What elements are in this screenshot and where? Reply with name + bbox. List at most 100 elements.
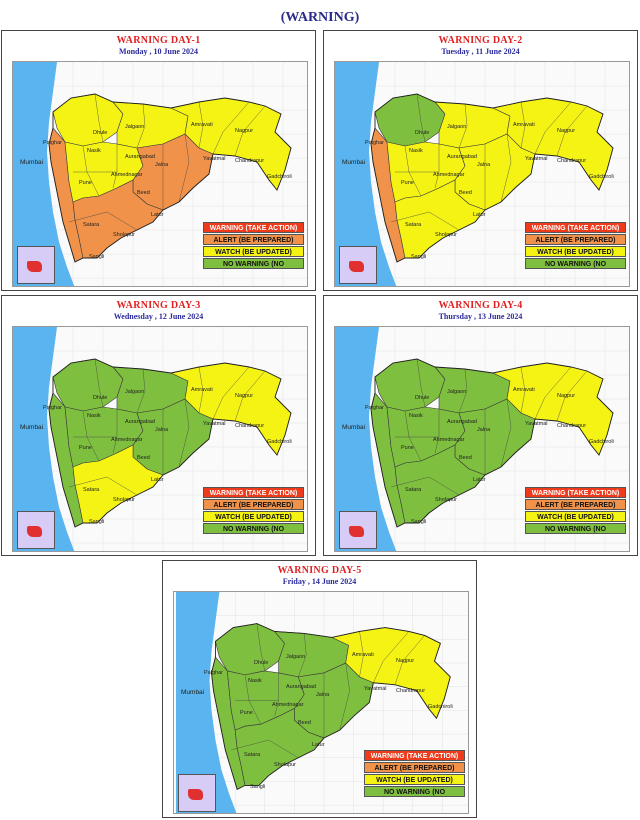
day-2-city-solapur: Sholapur [435, 232, 458, 238]
day-5-map: Mumbai Nasik Pune Ahmednagar Aurangabad … [173, 591, 469, 814]
day-2-city-yavatmal: Yavatmal [525, 156, 548, 162]
day-5-city-jalna: Jalna [316, 692, 330, 698]
day-5-city-amravati: Amravati [352, 652, 374, 658]
day-4-district-line-10 [458, 368, 468, 414]
day-4-city-palghar: Palghar [365, 405, 384, 411]
day-2-city-latur: Latur [473, 212, 486, 218]
day-5-district-line-5 [373, 631, 409, 683]
day-2-map-svg [335, 62, 629, 286]
day-5-inset-region [188, 789, 203, 800]
day-5-city-jalgaon: Jalgaon [286, 654, 306, 660]
day-4-city-gadchiroli: Gadchiroli [589, 439, 614, 445]
day-2-city-gadchiroli: Gadchiroli [589, 174, 614, 180]
day-2-inset-region [349, 261, 364, 272]
day-3-arabian-sea [13, 327, 75, 551]
day-4-city-sangli: Sangli [411, 519, 427, 525]
day-3-city-palghar: Palghar [43, 405, 62, 411]
day-4-inset-map [339, 511, 377, 549]
day-1-city-sangli: Sangli [89, 254, 105, 260]
day-1-city-satara: Satara [83, 222, 100, 228]
day-4-city-jalna: Jalna [477, 427, 491, 433]
day-1-city-jalgaon: Jalgaon [125, 124, 145, 130]
day-3-city-ahmednagar: Ahmednagar [111, 437, 143, 443]
day-3-legend-no-warning: NO WARNING (NO [203, 523, 304, 534]
day-4-city-pune: Pune [401, 445, 414, 451]
day-2-district-line-11 [520, 101, 526, 149]
day-5-district-line-10 [298, 633, 307, 677]
day-3-district-line-9 [94, 358, 104, 408]
day-2-city-pune: Pune [401, 180, 414, 186]
day-4-arabian-sea [335, 327, 397, 551]
day-4-city-solapur: Sholapur [435, 497, 458, 503]
day-4-date: Thursday , 13 June 2024 [438, 312, 523, 321]
day-3-city-dhule: Dhule [93, 395, 108, 401]
day-2-date: Tuesday , 11 June 2024 [441, 47, 520, 56]
day-1-city-yavatmal: Yavatmal [203, 156, 226, 162]
day-1-inset-map [17, 246, 55, 284]
day-3-inset-map [17, 511, 55, 549]
day-3-legend-warning: WARNING (TAKE ACTION) [203, 487, 304, 498]
day-4-legend-watch: WATCH (BE UPDATED) [525, 511, 626, 522]
day-1-city-aurangabad: Aurangabad [125, 154, 155, 160]
day-3-city-satara: Satara [83, 487, 100, 493]
day-5-date: Friday , 14 June 2024 [282, 577, 357, 586]
day-3-city-nagpur: Nagpur [235, 393, 254, 399]
day-1-district-line-11 [198, 101, 204, 149]
day-5-legend-alert: ALERT (BE PREPARED) [364, 762, 465, 773]
day-5-panel: WARNING DAY-5 Friday , 14 June 2024 Mumb… [162, 560, 477, 818]
day-5-city-latur: Latur [312, 742, 325, 748]
day-4-city-satara: Satara [405, 487, 422, 493]
day-2-city-nagpur: Nagpur [557, 128, 576, 134]
day-4-district-line-9 [416, 358, 426, 408]
day-2-city-aurangabad: Aurangabad [447, 154, 477, 160]
day-2-district-line-4 [500, 133, 512, 203]
day-4-legend-alert: ALERT (BE PREPARED) [525, 499, 626, 510]
day-1-legend: WARNING (TAKE ACTION) ALERT (BE PREPARED… [203, 222, 304, 270]
day-5-city-chandrapur: Chandrapur [396, 688, 426, 694]
day-2-state-outline [370, 93, 614, 263]
day-1-panel: WARNING DAY-1 Monday , 10 June 2024 Mumb… [1, 30, 316, 291]
day-5-city-solapur: Sholapur [274, 762, 297, 768]
day-2-city-beed: Beed [459, 190, 472, 196]
day-2-arabian-sea [335, 62, 397, 286]
day-2-city-nashik: Nasik [409, 148, 423, 154]
day-4-city-beed: Beed [459, 455, 472, 461]
day-4-city-yavatmal: Yavatmal [525, 421, 548, 427]
day-3-legend-alert: ALERT (BE PREPARED) [203, 499, 304, 510]
day-3-district-line-11 [198, 366, 204, 414]
day-1-city-ahmednagar: Ahmednagar [111, 172, 143, 178]
day-3-district-line-2 [136, 412, 144, 432]
day-1-city-nashik: Nasik [87, 148, 101, 154]
day-1-map-svg [13, 62, 307, 286]
day-3-inset-region [27, 526, 42, 537]
day-5-district-line-11 [359, 631, 364, 677]
day-1-state-outline [48, 93, 292, 263]
day-5-city-yavatmal: Yavatmal [364, 686, 387, 692]
day-2-legend: WARNING (TAKE ACTION) ALERT (BE PREPARED… [525, 222, 626, 270]
day-1-map: Mumbai Nasik Pune Ahmednagar Aurangabad … [12, 61, 308, 287]
day-1-district-line-10 [136, 103, 146, 149]
day-1-city-pune: Pune [79, 180, 92, 186]
day-5-district-line-9 [256, 623, 265, 671]
day-4-map: Mumbai Nasik Pune Ahmednagar Aurangabad … [334, 326, 630, 552]
day-3-city-aurangabad: Aurangabad [125, 419, 155, 425]
day-2-city-jalna: Jalna [477, 162, 491, 168]
day-2-panel: WARNING DAY-2 Tuesday , 11 June 2024 Mum… [323, 30, 638, 291]
day-5-city-palghar: Palghar [204, 670, 223, 676]
day-3-city-jalgaon: Jalgaon [125, 389, 145, 395]
day-1-city-chandrapur: Chandrapur [235, 158, 265, 164]
day-5-inset-map [178, 774, 216, 812]
day-2-inset-map [339, 246, 377, 284]
day-2-city-amravati: Amravati [513, 122, 535, 128]
day-4-city-nashik: Nasik [409, 413, 423, 419]
day-1-legend-alert: ALERT (BE PREPARED) [203, 234, 304, 245]
day-4-inset-region [349, 526, 364, 537]
day-4-district-line-6 [556, 370, 588, 422]
day-2-city-ahmednagar: Ahmednagar [433, 172, 465, 178]
day-4-city-latur: Latur [473, 477, 486, 483]
day-5-legend-watch: WATCH (BE UPDATED) [364, 774, 465, 785]
day-3-map-svg [13, 327, 307, 551]
day-4-panel: WARNING DAY-4 Thursday , 13 June 2024 Mu… [323, 295, 638, 556]
day-5-title: WARNING DAY-5 [277, 565, 362, 576]
day-1-district-line-4 [178, 133, 190, 203]
